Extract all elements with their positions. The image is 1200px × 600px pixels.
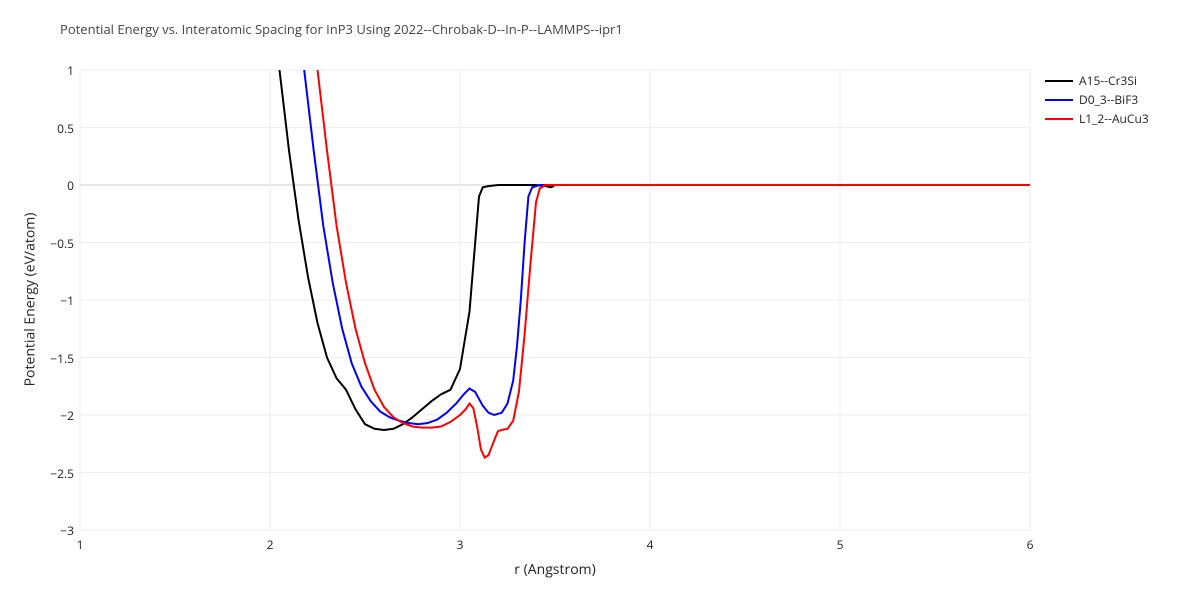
legend-swatch: [1045, 99, 1073, 101]
x-tick-label: 5: [820, 536, 860, 553]
y-tick-label: −2: [24, 407, 74, 424]
y-tick-label: 0: [24, 177, 74, 194]
y-axis-label: Potential Energy (eV/atom): [21, 200, 40, 400]
y-tick-label: 0.5: [24, 120, 74, 137]
series-group: [280, 70, 1031, 458]
legend-item[interactable]: A15--Cr3Si: [1045, 72, 1137, 89]
x-tick-label: 3: [440, 536, 480, 553]
legend-item[interactable]: L1_2--AuCu3: [1045, 110, 1149, 127]
legend-item[interactable]: D0_3--BiF3: [1045, 91, 1138, 108]
legend-swatch: [1045, 80, 1073, 82]
x-tick-label: 4: [630, 536, 670, 553]
series-line[interactable]: [280, 70, 1031, 430]
y-tick-label: −2.5: [24, 465, 74, 482]
x-tick-label: 6: [1010, 536, 1050, 553]
gridlines: [80, 70, 1030, 530]
legend-label: L1_2--AuCu3: [1079, 110, 1149, 127]
plot-area: [0, 0, 1200, 600]
y-tick-label: 1: [24, 62, 74, 79]
legend-label: D0_3--BiF3: [1079, 91, 1138, 108]
legend-label: A15--Cr3Si: [1079, 72, 1137, 89]
x-axis-label: r (Angstrom): [0, 560, 1110, 579]
legend-swatch: [1045, 118, 1073, 120]
series-line[interactable]: [318, 70, 1031, 458]
x-tick-label: 2: [250, 536, 290, 553]
y-tick-label: −3: [24, 522, 74, 539]
series-line[interactable]: [304, 70, 1030, 424]
